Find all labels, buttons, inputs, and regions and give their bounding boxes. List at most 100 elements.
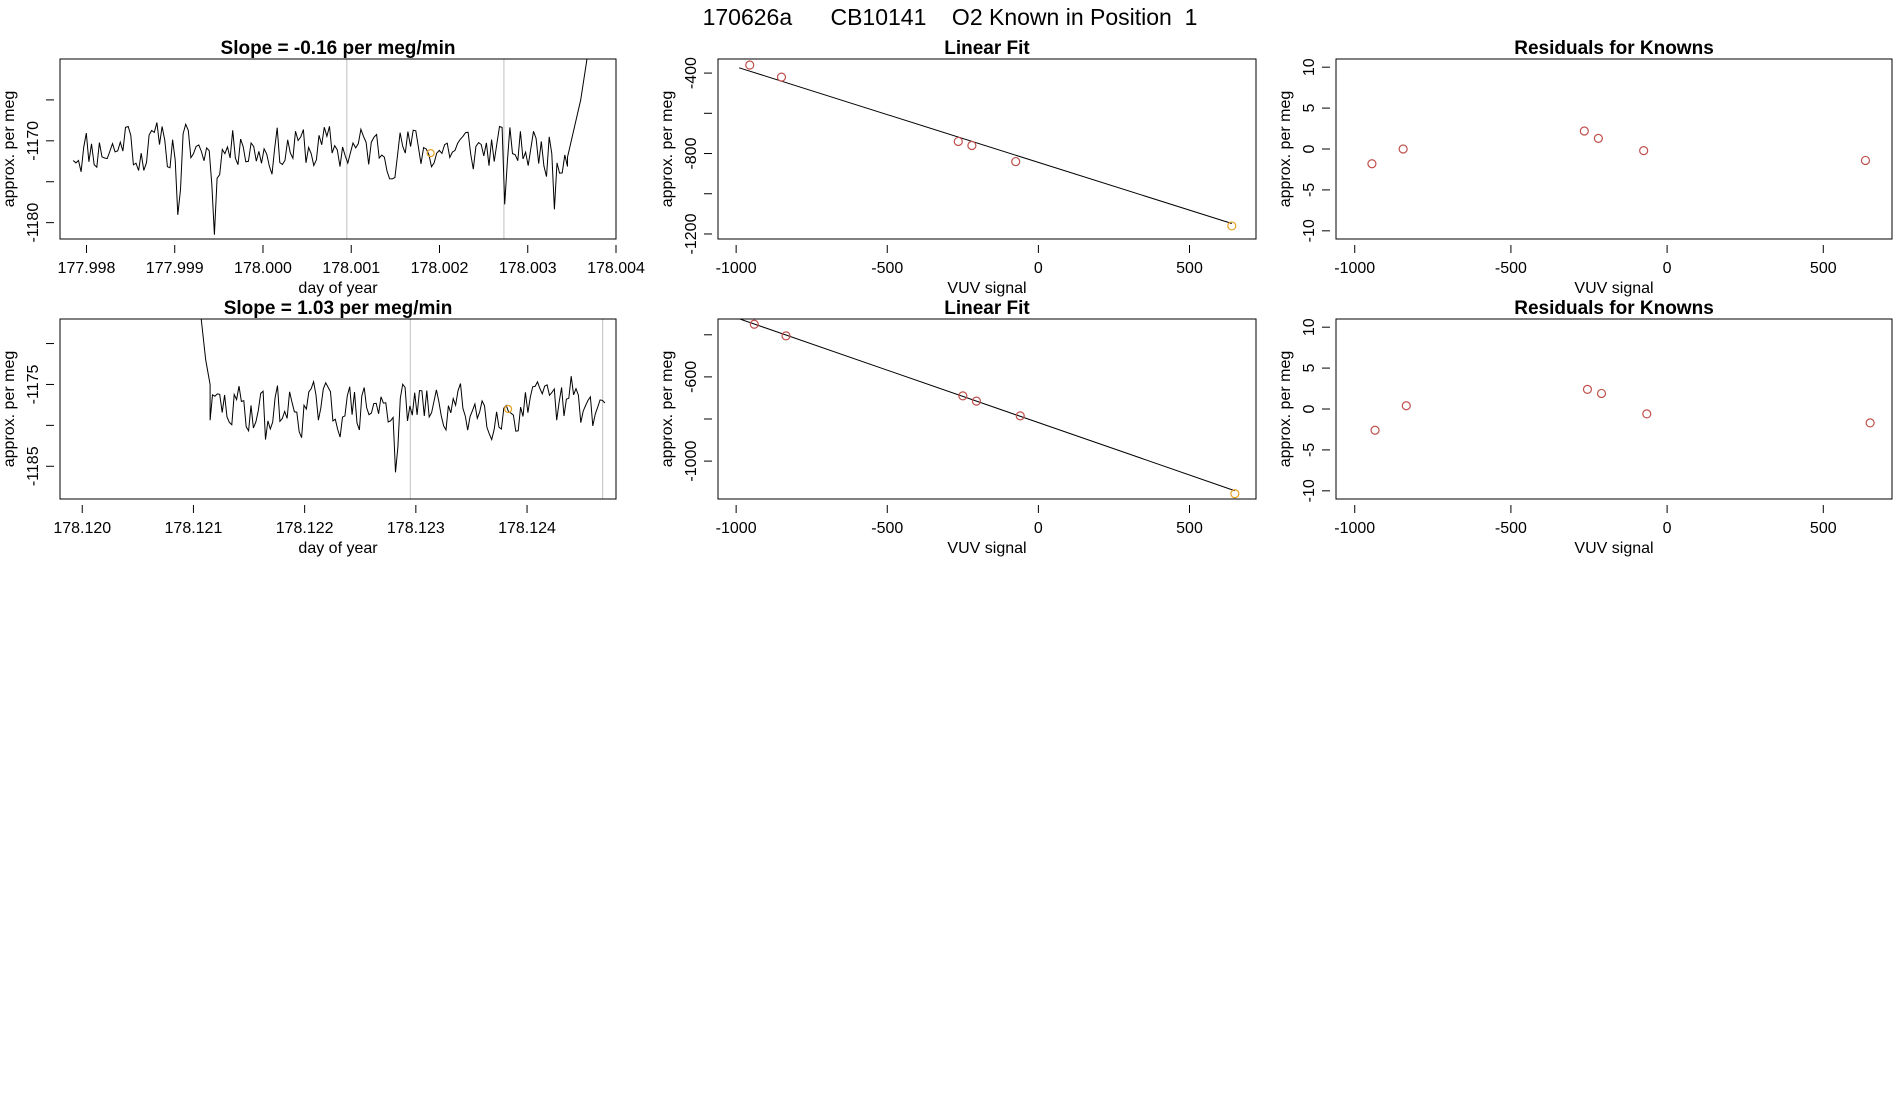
x-tick-label: 178.000 — [234, 260, 292, 277]
data-point — [1579, 126, 1589, 136]
data-point — [1011, 156, 1021, 167]
data-point — [1370, 425, 1380, 435]
data-point — [1582, 384, 1593, 394]
plot-frame — [717, 318, 1257, 500]
x-tick-label: 177.999 — [146, 260, 204, 277]
x-tick-label: -500 — [1495, 520, 1527, 537]
data-point — [1367, 159, 1377, 169]
panel-fit1: Linear Fit VUV signal approx. per meg -1000… — [659, 38, 1257, 297]
y-tick-label: -10 — [1301, 479, 1318, 502]
y-tick-label: -1000 — [683, 441, 700, 482]
x-tick-label: 0 — [1034, 260, 1043, 277]
x-tick-label: -1000 — [716, 520, 757, 537]
y-tick-label: -1185 — [25, 446, 42, 486]
y-tick-label: 0 — [1301, 404, 1318, 413]
y-tick-label: 5 — [1301, 104, 1318, 113]
x-tick-label: 178.120 — [53, 520, 111, 537]
x-axis-label: VUV signal — [947, 280, 1026, 297]
plot-data — [72, 59, 588, 239]
panel-title: Slope = -0.16 per meg/min — [221, 38, 456, 59]
panel-title: Residuals for Knowns — [1514, 298, 1714, 319]
x-tick-label: 500 — [1810, 520, 1837, 537]
x-tick-label: 500 — [1176, 520, 1203, 537]
series-trace-line — [200, 319, 606, 473]
y-axis-label: approx. per meg — [659, 351, 676, 468]
x-tick-label: -1000 — [1334, 520, 1375, 537]
plot-frame — [59, 58, 617, 240]
x-tick-label: -500 — [1495, 260, 1527, 277]
x-tick-label: 500 — [1810, 260, 1837, 277]
y-tick-label: -1200 — [683, 213, 700, 254]
x-tick-label: -500 — [871, 260, 903, 277]
data-point — [958, 391, 968, 401]
y-tick-label: 5 — [1301, 364, 1318, 373]
x-tick-label: -1000 — [716, 260, 757, 277]
panel-title: Slope = 1.03 per meg/min — [224, 298, 453, 319]
y-tick-label: -1175 — [25, 364, 42, 404]
highlight-marker — [426, 148, 435, 158]
x-tick-label: 177.998 — [58, 260, 116, 277]
plot-data — [1367, 126, 1871, 169]
data-point — [953, 136, 963, 147]
y-axis-label: approx. per meg — [1277, 351, 1294, 468]
x-tick-label: 500 — [1176, 260, 1203, 277]
data-point — [1593, 133, 1603, 143]
x-tick-label: 178.004 — [587, 260, 645, 277]
y-tick-label: -1180 — [25, 203, 42, 243]
plot-frame — [1335, 58, 1893, 240]
x-tick-label: 178.001 — [322, 260, 380, 277]
x-axis-label: VUV signal — [1574, 280, 1653, 297]
y-tick-label: -600 — [683, 361, 700, 393]
y-axis-label: approx. per meg — [1, 91, 18, 208]
y-axis-label: approx. per meg — [1, 351, 18, 468]
x-axis-label: VUV signal — [947, 540, 1026, 557]
data-point — [1398, 144, 1408, 154]
x-tick-label: -1000 — [1334, 260, 1375, 277]
x-tick-label: 0 — [1034, 520, 1043, 537]
panel-title: Residuals for Knowns — [1514, 38, 1714, 59]
y-tick-label: -400 — [683, 57, 700, 89]
data-point — [781, 331, 791, 341]
panel-res1: Residuals for Knowns VUV signal approx. pe… — [1277, 38, 1893, 297]
data-point — [776, 72, 787, 82]
plot-frame — [59, 318, 617, 500]
plot-data — [738, 319, 1240, 499]
panel-title: Linear Fit — [944, 298, 1030, 319]
x-tick-label: 178.122 — [276, 520, 334, 537]
y-tick-label: 0 — [1301, 144, 1318, 153]
x-tick-label: 178.002 — [411, 260, 469, 277]
y-tick-label: 10 — [1301, 58, 1318, 76]
y-tick-label: -800 — [683, 137, 700, 169]
data-point — [1860, 155, 1871, 166]
y-tick-label: -5 — [1301, 183, 1318, 197]
panel-ts1: Slope = -0.16 per meg/min day of year appr… — [1, 38, 645, 297]
y-axis-label: approx. per meg — [1277, 91, 1294, 208]
fit-line — [738, 319, 1236, 492]
data-point — [971, 396, 982, 406]
data-point — [1401, 401, 1411, 411]
x-tick-label: -500 — [871, 520, 903, 537]
y-axis-label: approx. per meg — [659, 91, 676, 208]
data-point — [1639, 146, 1649, 156]
panel-fit2: Linear Fit VUV signal approx. per meg -1000… — [659, 298, 1257, 557]
panel-title: Linear Fit — [944, 38, 1030, 59]
fit-line — [739, 67, 1232, 224]
panels-group: Slope = -0.16 per meg/min day of year appr… — [1, 38, 1893, 557]
data-point — [967, 140, 977, 151]
plot-data — [739, 60, 1237, 231]
x-tick-label: 0 — [1663, 520, 1672, 537]
plot-data — [200, 319, 606, 499]
data-point — [745, 60, 755, 70]
highlight-marker — [504, 404, 513, 414]
x-tick-label: 178.003 — [499, 260, 557, 277]
data-point — [1642, 409, 1652, 419]
data-point — [749, 319, 759, 329]
data-point — [1596, 388, 1607, 399]
panel-ts2: Slope = 1.03 per meg/min day of year appro… — [1, 298, 617, 557]
y-tick-label: -1170 — [25, 121, 42, 161]
plot-frame — [717, 58, 1257, 240]
data-point — [1230, 489, 1240, 499]
series-trace-line — [72, 59, 588, 235]
x-tick-label: 178.123 — [387, 520, 445, 537]
